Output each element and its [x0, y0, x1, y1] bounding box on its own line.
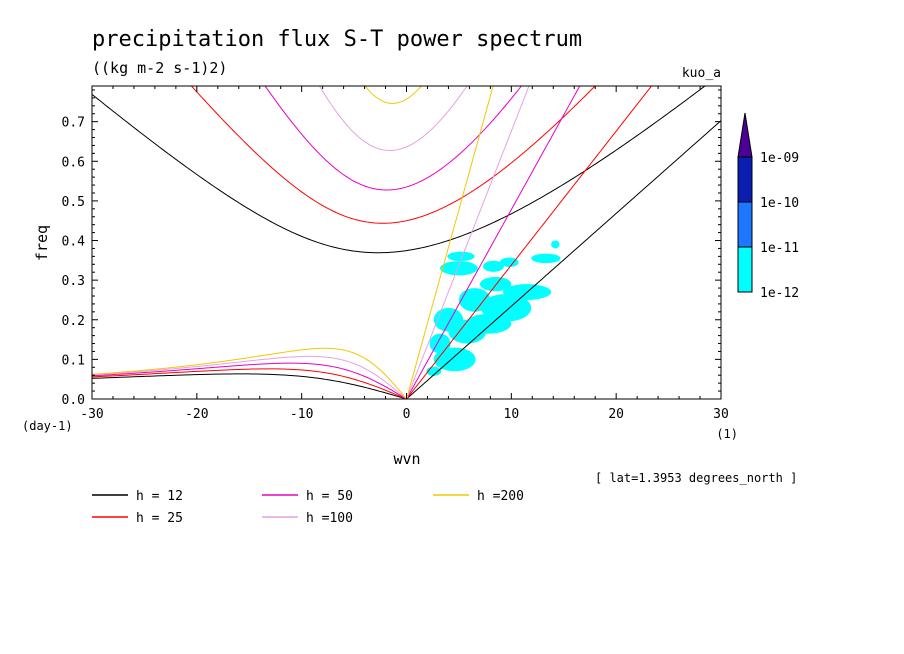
y-axis-label: freq — [33, 225, 51, 261]
shaded-blob — [480, 294, 532, 322]
inertio-gravity-curve — [364, 86, 423, 104]
shaded-blob — [499, 257, 519, 268]
y-unit-label: (day-1) — [22, 419, 73, 433]
colorbar-cap — [737, 112, 753, 158]
y-tick-label: 0.7 — [62, 116, 85, 131]
legend-label: h =100 — [306, 511, 353, 526]
x-unit-label: (1) — [716, 427, 738, 441]
kelvin-curve — [406, 86, 530, 399]
y-tick-label: 0.0 — [62, 393, 85, 408]
rossby-curve — [92, 368, 407, 399]
dispersion-curves — [92, 86, 721, 399]
shaded-blob — [429, 333, 451, 354]
y-tick-label: 0.4 — [62, 235, 86, 250]
chart-subtitle: ((kg m-2 s-1)2) — [92, 59, 227, 77]
colorbar-swatch-1e-11 — [737, 201, 753, 248]
legend: h = 12 h = 25 h = 50 h =100 h =200 — [92, 489, 524, 526]
rossby-curve — [92, 373, 407, 399]
colorbar: 1e-09 1e-10 1e-11 1e-12 — [737, 112, 799, 301]
y-tick-label: 0.3 — [62, 274, 85, 289]
kelvin-curve — [406, 86, 494, 399]
shaded-blob — [531, 253, 561, 264]
x-tick-label: 10 — [504, 407, 520, 422]
inertio-gravity-curve — [318, 86, 468, 151]
legend-label: h =200 — [477, 489, 524, 504]
x-tick-label: -10 — [290, 407, 313, 422]
axis-ticks: -30 -20 -10 0 10 20 30 0.0 0.1 0.2 0.3 0.4 0.5 0.6 0.7 — [62, 86, 729, 422]
x-tick-label: -30 — [80, 407, 103, 422]
colorbar-label: 1e-10 — [760, 196, 799, 211]
x-axis-label: wvn — [393, 450, 420, 468]
shaded-blob — [551, 240, 560, 249]
shaded-blob — [479, 276, 512, 292]
lat-annotation: [ lat=1.3953 degrees_north ] — [595, 471, 797, 485]
y-tick-label: 0.1 — [62, 353, 85, 368]
shaded-blob — [447, 251, 475, 262]
shaded-contour-layer — [426, 240, 561, 377]
chart-title: precipitation flux S-T power spectrum — [92, 27, 582, 52]
shaded-blob — [483, 260, 504, 272]
rossby-curve — [92, 347, 407, 399]
model-label: kuo_a — [682, 66, 721, 81]
colorbar-label: 1e-12 — [760, 286, 799, 301]
shaded-blob — [440, 261, 478, 276]
kelvin-curve — [406, 86, 581, 399]
colorbar-swatch-1e-12 — [737, 246, 753, 293]
plot-frame — [91, 85, 722, 400]
rossby-curve — [92, 362, 407, 399]
y-tick-label: 0.5 — [62, 195, 85, 210]
shaded-blob — [458, 288, 491, 312]
rossby-curve — [92, 355, 407, 399]
colorbar-swatch-1e-10 — [737, 156, 753, 203]
x-tick-label: 0 — [403, 407, 411, 422]
inertio-gravity-curve — [264, 86, 523, 191]
legend-label: h = 50 — [306, 489, 353, 504]
y-tick-label: 0.6 — [62, 155, 85, 170]
x-tick-label: 30 — [713, 407, 729, 422]
x-tick-label: -20 — [185, 407, 208, 422]
shaded-blob — [433, 307, 464, 332]
kelvin-curve — [406, 120, 721, 399]
colorbar-label: 1e-09 — [760, 151, 799, 166]
legend-label: h = 25 — [136, 511, 183, 526]
legend-label: h = 12 — [136, 489, 183, 504]
kelvin-curve — [406, 86, 653, 399]
x-tick-label: 20 — [608, 407, 624, 422]
y-tick-label: 0.2 — [62, 314, 85, 329]
inertio-gravity-curve — [92, 86, 706, 254]
colorbar-label: 1e-11 — [760, 241, 799, 256]
